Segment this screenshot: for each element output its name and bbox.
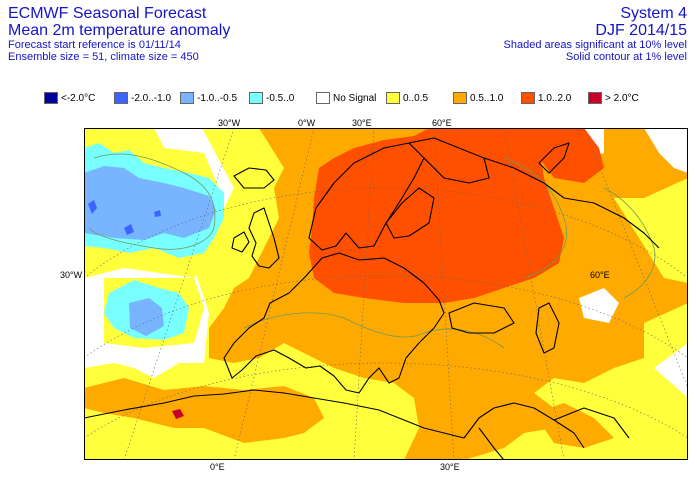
coastline-ireland [231, 231, 250, 253]
ensemble-size-text: Ensemble size = 51, climate size = 450 [8, 51, 199, 63]
graticule-meridian [503, 128, 565, 460]
anomaly-05-1-region [604, 128, 659, 178]
legend-label: <-2.0°C [61, 93, 96, 104]
contour-note: Solid contour at 1% level [565, 51, 687, 63]
legend-swatch [44, 92, 58, 104]
map-frame [84, 128, 688, 460]
anomaly-1-2-region [514, 128, 604, 183]
anomaly-1-2-region [309, 128, 564, 303]
no-signal-area [644, 128, 688, 173]
graticule-meridian [233, 128, 315, 460]
coastline-novaya-zemlya [538, 142, 570, 174]
axis-label-bottom-30e: 30°E [440, 462, 460, 472]
season-label: DJF 2014/15 [595, 22, 687, 39]
legend-swatch [249, 92, 263, 104]
coastline-middle-east [463, 402, 585, 449]
coastline-red-sea [478, 427, 505, 460]
legend-swatch [453, 92, 467, 104]
coastline-iceland [233, 167, 275, 189]
coastline-arctic-russia [483, 157, 660, 249]
legend-swatch [386, 92, 400, 104]
axis-label-bottom-0e: 0°E [210, 462, 225, 472]
legend-swatch [521, 92, 535, 104]
anomaly-minus2-minus1-region [154, 210, 161, 217]
header-left: ECMWF Seasonal Forecast Mean 2m temperat… [8, 6, 230, 64]
coastline-continental-europe [223, 252, 445, 394]
shaded-note: Shaded areas significant at 10% level [503, 39, 687, 51]
legend-label: 0..0.5 [403, 93, 429, 104]
coastline-north-africa [84, 389, 465, 439]
coastline-caspian [535, 302, 560, 354]
graticule-meridian [353, 128, 375, 460]
legend-label: -0.5..0 [266, 93, 295, 104]
graticule-meridian [583, 128, 688, 389]
forecast-start-text: Forecast start reference is 01/11/14 [8, 39, 181, 51]
coastline-britain [248, 207, 280, 269]
anomaly-05-1-region [534, 403, 614, 448]
legend-label: No Signal [333, 93, 377, 104]
axis-label-top-30e: 30°E [352, 118, 372, 128]
system-label: System 4 [620, 5, 687, 22]
coastline-scandinavia [308, 142, 425, 251]
graticule-parallel [84, 362, 688, 439]
coastline-finland-baltic [385, 187, 435, 239]
legend-label: 0.5..1.0 [470, 93, 504, 104]
axis-label-left-30w: 30°W [60, 270, 83, 280]
axis-label-top-30w: 30°W [218, 118, 241, 128]
anomaly-minus2-minus1-region [88, 200, 97, 214]
axis-label-top-0w: 0°W [298, 118, 316, 128]
map-subtitle: Mean 2m temperature anomaly [8, 22, 231, 39]
graticule-parallel [84, 187, 688, 279]
axis-label-right-60e: 60°E [590, 270, 610, 280]
axis-label-top-60e: 60°E [432, 118, 452, 128]
anomaly-05-1-region [84, 378, 324, 443]
coastline-black-sea [448, 302, 515, 334]
graticule-meridian [433, 128, 455, 460]
coastline-persian-gulf [553, 407, 630, 439]
legend-label: 1.0..2.0 [538, 93, 572, 104]
significance-contour [243, 312, 505, 349]
anomaly-minus2-minus1-region [124, 224, 134, 235]
legend-swatch [316, 92, 330, 104]
anomaly-gt2-spot [172, 409, 184, 419]
significance-contour [503, 157, 567, 279]
significance-contour [603, 187, 656, 299]
no-signal-area [579, 288, 619, 323]
legend-swatch [114, 92, 128, 104]
temperature-anomaly-map [84, 128, 688, 460]
significance-contour [88, 153, 216, 250]
coastline-kola-arctic [408, 137, 490, 184]
anomaly-minus1-minus05-region [84, 166, 216, 240]
legend-label: > 2.0°C [605, 93, 639, 104]
legend-label: -2.0..-1.0 [131, 93, 172, 104]
header-right: System 4 DJF 2014/15 Shaded areas signif… [504, 6, 687, 64]
map-title: ECMWF Seasonal Forecast [8, 5, 207, 22]
legend-swatch [588, 92, 602, 104]
graticule-parallel [84, 275, 688, 359]
legend-swatch [180, 92, 194, 104]
legend-label: -1.0..-0.5 [197, 93, 238, 104]
anomaly-minus1-minus05-region [129, 298, 164, 336]
